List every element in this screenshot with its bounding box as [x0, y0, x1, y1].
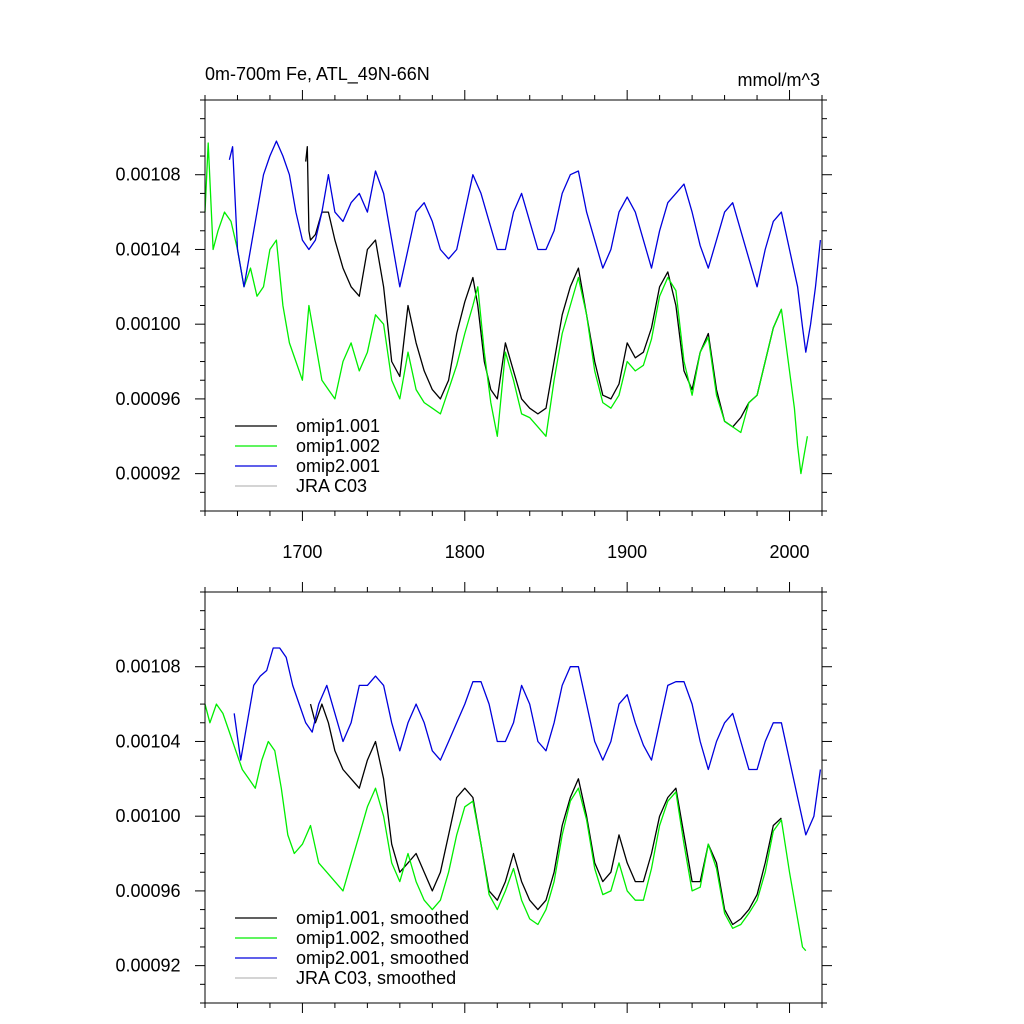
y-tick-label: 0.00104: [115, 731, 180, 751]
y-tick-label: 0.00104: [115, 239, 180, 259]
chart-title: 0m-700m Fe, ATL_49N-66N: [205, 64, 430, 85]
y-tick-label: 0.00108: [115, 165, 180, 185]
x-tick-label: 2000: [770, 542, 810, 562]
y-tick-label: 0.00100: [115, 314, 180, 334]
x-tick-label: 1700: [282, 542, 322, 562]
series-line-omip1-002: [204, 142, 809, 475]
legend-label: omip1.001: [296, 416, 380, 436]
legend-label: JRA C03, smoothed: [296, 968, 456, 988]
bottom-panel: 0.00092 0.00096 0.00100 0.00104 0.00108 omip1…: [115, 582, 832, 1013]
x-tick-label: 1800: [445, 542, 485, 562]
legend-label: omip1.001, smoothed: [296, 908, 469, 928]
y-tick-label: 0.00092: [115, 956, 180, 976]
series-line-omip1-001: [305, 146, 782, 428]
legend-label: JRA C03: [296, 476, 367, 496]
y-tick-label: 0.00096: [115, 389, 180, 409]
y-tick-label: 0.00108: [115, 657, 180, 677]
y-tick-label: 0.00092: [115, 464, 180, 484]
y-tick-label: 0.00096: [115, 881, 180, 901]
series-line-omip1-001-smoothed: [309, 703, 782, 926]
legend-label: omip1.002, smoothed: [296, 928, 469, 948]
legend-label: omip2.001, smoothed: [296, 948, 469, 968]
series-line-omip1-002-smoothed: [204, 703, 807, 952]
top-panel: 0.00092 0.00096 0.00100 0.00104 0.00108 1700 1…: [115, 64, 832, 562]
x-tick-label: 1900: [607, 542, 647, 562]
series-lines: [204, 140, 822, 475]
legend-label: omip1.002: [296, 436, 380, 456]
y-tick-label: 0.00100: [115, 806, 180, 826]
series-line-omip2-001: [228, 140, 822, 353]
units-label: mmol/m^3: [738, 70, 820, 90]
series-lines: [204, 647, 822, 952]
series-line-omip2-001-smoothed: [233, 647, 822, 836]
legend-label: omip2.001: [296, 456, 380, 476]
